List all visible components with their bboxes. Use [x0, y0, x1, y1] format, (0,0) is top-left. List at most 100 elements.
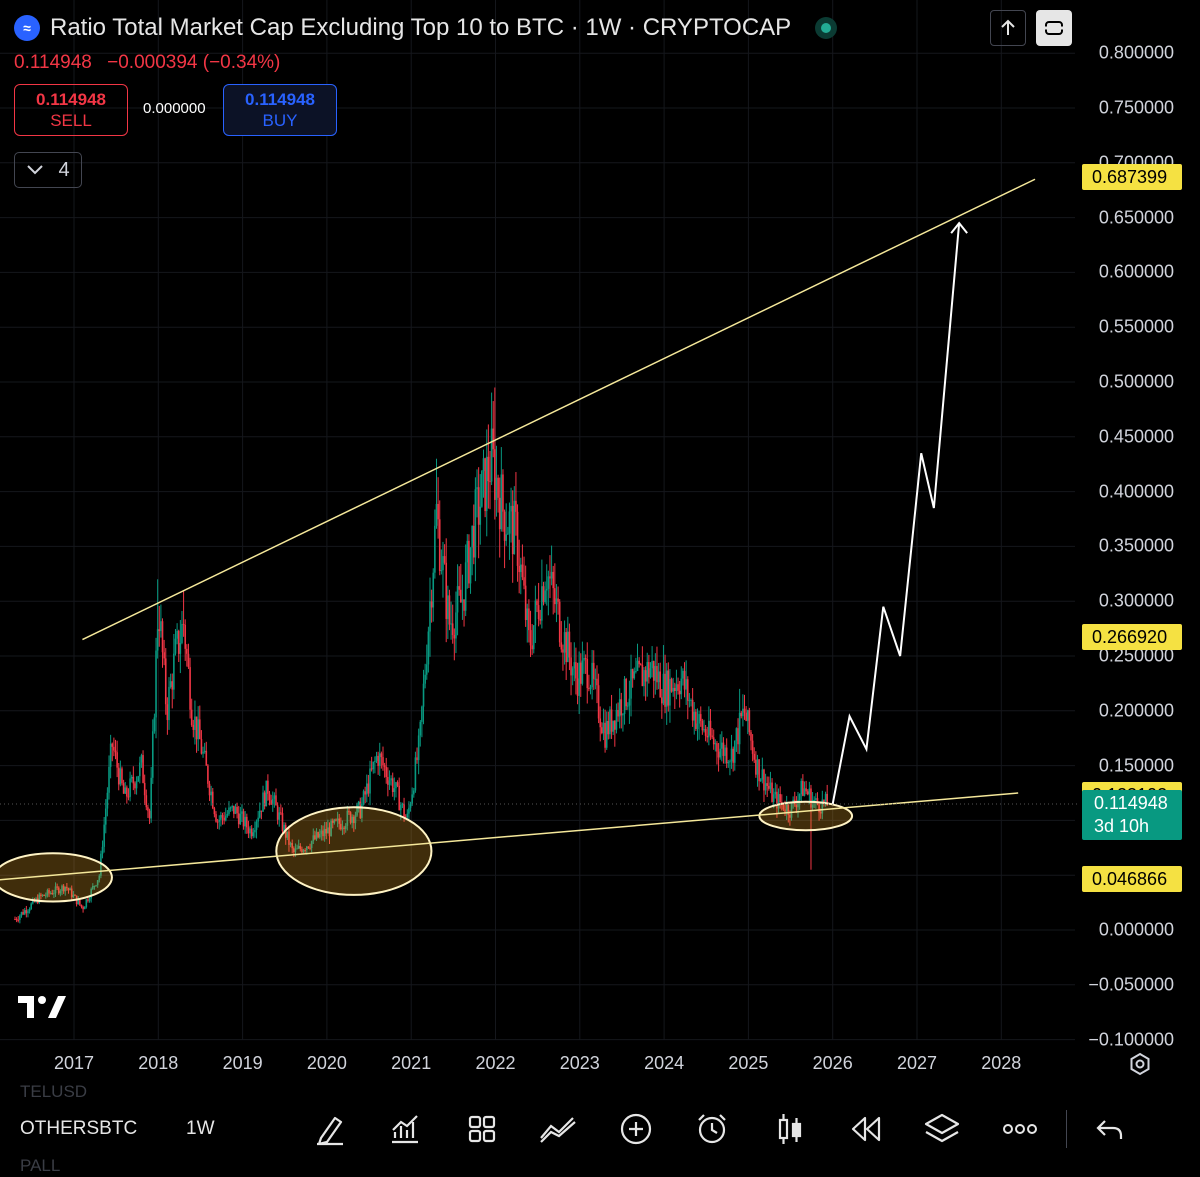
candle-body: [424, 674, 426, 684]
candle-body: [283, 824, 285, 831]
candle-body: [758, 759, 760, 782]
compare-button[interactable]: [538, 1110, 578, 1148]
candle-body: [477, 487, 480, 525]
candle-body: [583, 658, 585, 661]
candle-body: [100, 853, 102, 876]
candle-body: [523, 577, 525, 586]
layers-icon: [924, 1113, 960, 1143]
market-status-icon[interactable]: [815, 17, 838, 39]
indicators-collapse-button[interactable]: 4: [14, 152, 82, 188]
candle-body: [498, 497, 501, 530]
candle-body: [391, 778, 394, 792]
add-button[interactable]: [616, 1110, 656, 1148]
price-axis-label: 0.750000: [1098, 97, 1174, 118]
candle-body: [147, 807, 149, 811]
candle-body: [768, 785, 770, 789]
candle-body: [143, 782, 146, 796]
undo-button[interactable]: [1090, 1110, 1130, 1148]
watchlist-ghost-bottom: PALL: [20, 1156, 61, 1175]
candle-body: [304, 849, 306, 851]
candle-body: [537, 605, 540, 620]
candle-body: [769, 782, 772, 789]
more-dots-icon: [1003, 1124, 1037, 1134]
candle-body: [447, 595, 449, 619]
candle-body: [322, 830, 324, 837]
candle-body: [155, 650, 157, 718]
object-tree-button[interactable]: [922, 1110, 962, 1148]
replay-button[interactable]: [846, 1110, 886, 1148]
more-button[interactable]: [1000, 1110, 1040, 1148]
candle-body: [48, 890, 50, 894]
candle-body: [98, 875, 101, 881]
candle-body: [328, 827, 331, 837]
candle-body: [672, 687, 674, 692]
candle-body: [150, 777, 152, 819]
candle-body: [529, 630, 532, 646]
candle-body: [777, 794, 780, 809]
buy-button[interactable]: 0.114948 BUY: [223, 84, 337, 136]
candle-body: [557, 598, 559, 602]
candle-body: [693, 711, 696, 721]
candle-body: [422, 683, 425, 707]
candle-body: [716, 743, 718, 752]
chart-type-button[interactable]: [770, 1110, 810, 1148]
share-button[interactable]: [990, 10, 1026, 46]
candle-body: [27, 911, 29, 914]
candle-body: [696, 723, 699, 730]
candle-body: [192, 725, 195, 730]
price-axis-label: 0.150000: [1098, 755, 1174, 776]
layouts-button[interactable]: [462, 1110, 502, 1148]
candle-body: [208, 783, 211, 796]
candle-body: [375, 755, 378, 761]
candle-body: [519, 564, 522, 573]
candle-body: [742, 708, 744, 717]
candle-body: [779, 794, 781, 803]
draw-tool-button[interactable]: [310, 1110, 350, 1148]
price-line: 0.114948 −0.000394 (−0.34%): [14, 52, 280, 74]
candle-body: [223, 817, 225, 821]
fullscreen-button[interactable]: [1036, 10, 1072, 46]
candle-body: [800, 780, 803, 795]
candle-body: [101, 846, 104, 854]
candle-body: [361, 803, 363, 818]
timeframe-button[interactable]: 1W: [186, 1118, 215, 1139]
candle-body: [417, 735, 420, 761]
candle-body: [93, 885, 96, 887]
sell-button[interactable]: 0.114948 SELL: [14, 84, 128, 136]
candle-body: [761, 769, 764, 780]
candle-body: [176, 630, 178, 639]
price-axis-label: 0.800000: [1098, 42, 1174, 63]
candle-body: [823, 799, 825, 803]
candle-body: [612, 720, 614, 732]
candle-body: [772, 794, 775, 802]
candle-body: [30, 903, 33, 910]
symbol-button[interactable]: OTHERSBTC: [20, 1118, 138, 1139]
price-axis-label: −0.050000: [1088, 974, 1174, 995]
candle-body: [90, 888, 92, 899]
candle-body: [268, 793, 271, 801]
tradingview-logo-icon[interactable]: [18, 994, 68, 1028]
alert-button[interactable]: [692, 1110, 732, 1148]
candle-body: [271, 798, 274, 805]
candle-body: [656, 666, 658, 683]
candle-body: [818, 804, 820, 813]
candle-body: [657, 671, 660, 683]
watchlist-ghost-top: TELUSD: [20, 1082, 88, 1101]
candle-body: [299, 846, 302, 850]
candle-body: [766, 783, 769, 786]
candle-body: [338, 818, 341, 824]
candle-body: [404, 816, 407, 818]
indicators-button[interactable]: [385, 1110, 425, 1148]
candle-body: [460, 589, 462, 603]
candle-body: [25, 910, 28, 914]
candle-body: [365, 783, 368, 795]
candle-body: [592, 662, 595, 679]
candle-body: [547, 576, 550, 589]
grid-icon: [468, 1115, 496, 1143]
chart-settings-icon[interactable]: [1128, 1052, 1152, 1082]
candle-body: [59, 890, 62, 894]
candle-body: [815, 798, 817, 800]
candle-body: [550, 571, 553, 579]
candle-body: [607, 720, 610, 735]
